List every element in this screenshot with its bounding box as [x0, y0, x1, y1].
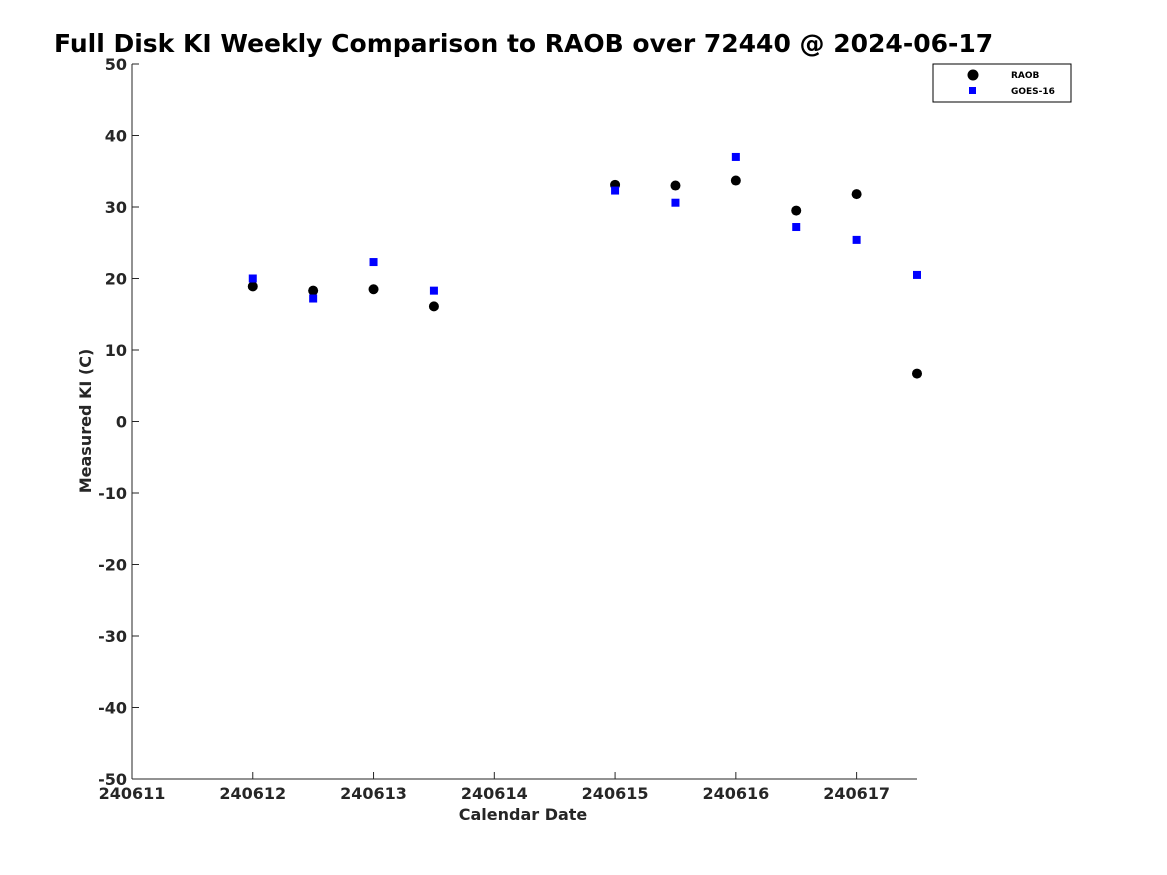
point-goes-16 [792, 223, 801, 232]
legend-label-goes: GOES-16 [1011, 87, 1055, 97]
point-raob [428, 301, 439, 312]
x-tick-label: 240617 [823, 784, 890, 803]
x-tick-label: 240611 [99, 784, 166, 803]
legend-label-raob: RAOB [1011, 71, 1040, 81]
point-raob [791, 205, 802, 216]
legend-marker-raob [967, 69, 979, 81]
point-goes-16 [429, 286, 438, 295]
point-raob [247, 281, 258, 292]
point-raob [368, 284, 379, 295]
point-raob [308, 285, 319, 296]
y-tick-label: 0 [116, 413, 127, 432]
x-tick-label: 240616 [702, 784, 769, 803]
legend-box [932, 63, 1072, 103]
x-tick-label: 240615 [582, 784, 649, 803]
point-goes-16 [913, 270, 921, 279]
y-tick-label: -30 [98, 627, 127, 646]
point-raob [730, 175, 741, 186]
point-goes-16 [369, 258, 378, 267]
y-tick-label: 40 [105, 127, 127, 146]
point-goes-16 [731, 152, 740, 161]
y-axis-label: Measured KI (C) [76, 349, 95, 494]
legend-marker-goes [969, 87, 976, 94]
y-tick-label: -50 [98, 770, 127, 789]
axes [131, 64, 917, 780]
point-goes-16 [248, 274, 257, 283]
y-tick-label: -10 [98, 484, 127, 503]
y-ticks: 50 40 30 20 10 0 -10 -20 -30 -40 -50 [98, 55, 139, 789]
point-raob [912, 368, 922, 379]
y-tick-label: 20 [105, 270, 127, 289]
point-goes-16 [611, 186, 620, 195]
y-tick-label: 30 [105, 198, 127, 217]
point-raob [670, 180, 681, 191]
y-tick-label: -20 [98, 556, 127, 575]
x-ticks: 240611 240612 240613 240614 240615 240616 2406… [99, 772, 890, 803]
point-raob [851, 189, 862, 200]
x-axis-label: Calendar Date [459, 805, 588, 824]
point-goes-16 [852, 235, 861, 244]
legend: RAOB GOES-16 [932, 63, 1072, 103]
point-goes-16 [309, 294, 318, 303]
data-points [247, 152, 922, 379]
chart-title: Full Disk KI Weekly Comparison to RAOB o… [54, 29, 993, 58]
y-tick-label: -40 [98, 699, 127, 718]
y-tick-label: 10 [105, 341, 127, 360]
x-tick-label: 240612 [219, 784, 286, 803]
x-tick-label: 240614 [461, 784, 528, 803]
y-tick-label: 50 [105, 55, 127, 74]
x-tick-label: 240613 [340, 784, 407, 803]
point-goes-16 [671, 198, 680, 207]
